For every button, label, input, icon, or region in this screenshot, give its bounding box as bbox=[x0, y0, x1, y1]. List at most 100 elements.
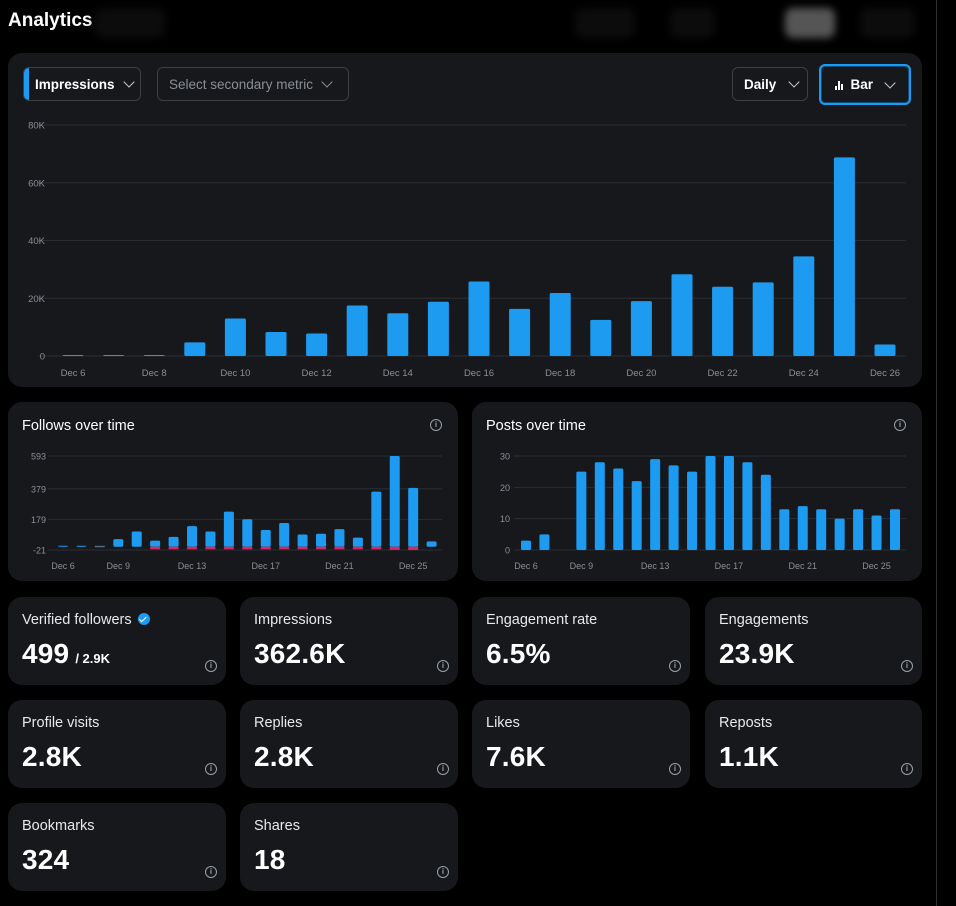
bar bbox=[113, 539, 124, 547]
y-tick-label: 20 bbox=[500, 483, 510, 493]
bar bbox=[279, 523, 290, 547]
info-icon[interactable]: i bbox=[894, 419, 906, 431]
bar bbox=[242, 519, 253, 547]
stat-value: 499 / 2.9K bbox=[22, 638, 110, 670]
chart-type-dropdown[interactable]: Bar bbox=[819, 64, 911, 105]
negative-bar bbox=[316, 546, 327, 550]
bar bbox=[94, 545, 105, 548]
y-tick-label: 593 bbox=[31, 452, 46, 462]
stat-label: Bookmarks bbox=[22, 818, 95, 834]
bar bbox=[834, 518, 845, 550]
stat-card-replies: Replies 2.8K i bbox=[240, 700, 458, 788]
negative-bar bbox=[297, 546, 308, 550]
bar bbox=[427, 301, 449, 356]
negative-bar bbox=[352, 546, 363, 550]
bar bbox=[187, 526, 198, 547]
negative-bar bbox=[150, 546, 161, 550]
info-icon[interactable]: i bbox=[669, 763, 681, 775]
y-tick-label: 80K bbox=[28, 121, 46, 132]
bar bbox=[779, 509, 790, 550]
info-icon[interactable]: i bbox=[437, 660, 449, 672]
negative-bar bbox=[260, 546, 271, 550]
x-tick-label: Dec 9 bbox=[570, 561, 594, 571]
negative-bar bbox=[242, 546, 253, 550]
bar bbox=[103, 355, 125, 356]
x-tick-label: Dec 22 bbox=[708, 368, 738, 379]
posts-chart-card: Posts over time i 0 10 20 30 Dec 6 Dec 9 Dec 1… bbox=[472, 402, 922, 581]
posts-bar-chart: 0 10 20 30 Dec 6 Dec 9 Dec 13 Dec 17 Dec 21 Dec 2… bbox=[500, 452, 906, 571]
impressions-chart-card: Impressions Select secondary metric Dail… bbox=[8, 53, 922, 387]
negative-bar bbox=[223, 546, 234, 550]
blurred-header-item bbox=[860, 8, 915, 38]
right-border bbox=[936, 0, 937, 906]
bar bbox=[712, 286, 734, 356]
secondary-metric-dropdown[interactable]: Select secondary metric bbox=[157, 67, 349, 101]
bar bbox=[671, 274, 693, 356]
blurred-header-item bbox=[575, 8, 635, 38]
x-tick-label: Dec 26 bbox=[870, 368, 900, 379]
x-tick-label: Dec 8 bbox=[142, 368, 167, 379]
info-icon[interactable]: i bbox=[205, 660, 217, 672]
page-title: Analytics bbox=[8, 10, 93, 31]
stat-label-text: Verified followers bbox=[22, 612, 132, 628]
follows-chart-title: Follows over time bbox=[22, 418, 135, 434]
stat-card-impressions: Impressions 362.6K i bbox=[240, 597, 458, 685]
bar bbox=[76, 545, 87, 547]
bar bbox=[306, 333, 328, 356]
bar bbox=[594, 462, 605, 550]
stat-label: Profile visits bbox=[22, 715, 100, 731]
x-tick-label: Dec 18 bbox=[545, 368, 575, 379]
bar bbox=[576, 471, 587, 550]
bar bbox=[631, 481, 642, 550]
metric-accent-bar bbox=[24, 68, 29, 100]
stat-value: 1.1K bbox=[719, 741, 779, 772]
bar bbox=[260, 529, 271, 547]
bar-chart-icon bbox=[835, 80, 843, 90]
bar bbox=[687, 471, 698, 550]
info-icon[interactable]: i bbox=[430, 419, 442, 431]
bar bbox=[224, 318, 246, 356]
x-tick-label: Dec 6 bbox=[514, 561, 538, 571]
primary-metric-label: Impressions bbox=[35, 76, 115, 92]
bar bbox=[205, 531, 216, 547]
bar bbox=[668, 465, 679, 550]
stat-label: Replies bbox=[254, 715, 303, 731]
bar bbox=[371, 491, 382, 547]
bar bbox=[613, 468, 624, 550]
bar bbox=[468, 281, 490, 356]
bar bbox=[316, 533, 327, 547]
verified-badge-icon bbox=[137, 613, 150, 625]
bar bbox=[334, 529, 345, 547]
bar bbox=[705, 456, 716, 550]
x-tick-label: Dec 14 bbox=[383, 368, 413, 379]
info-icon[interactable]: i bbox=[437, 866, 449, 878]
posts-chart-title: Posts over time bbox=[486, 418, 586, 434]
info-icon[interactable]: i bbox=[205, 866, 217, 878]
info-icon[interactable]: i bbox=[901, 763, 913, 775]
bar bbox=[521, 540, 531, 550]
y-tick-label: 179 bbox=[31, 515, 46, 525]
bar bbox=[742, 462, 753, 550]
info-icon[interactable]: i bbox=[205, 763, 217, 775]
bar bbox=[387, 313, 409, 356]
negative-bar bbox=[389, 546, 400, 550]
interval-dropdown[interactable]: Daily bbox=[732, 67, 808, 101]
negative-bar bbox=[334, 546, 345, 550]
secondary-metric-placeholder: Select secondary metric bbox=[169, 76, 314, 92]
stat-card-shares: Shares 18 i bbox=[240, 803, 458, 891]
info-icon[interactable]: i bbox=[437, 763, 449, 775]
info-icon[interactable]: i bbox=[669, 660, 681, 672]
bar bbox=[62, 355, 84, 356]
y-tick-label: 0 bbox=[40, 352, 45, 363]
y-tick-label: 30 bbox=[500, 452, 510, 462]
bar bbox=[539, 534, 550, 550]
follows-chart-card: Follows over time i -21 179 379 593 Dec 6 Dec… bbox=[8, 402, 458, 581]
primary-metric-dropdown[interactable]: Impressions bbox=[23, 67, 141, 101]
x-tick-label: Dec 20 bbox=[626, 368, 656, 379]
stat-value: 324 bbox=[22, 844, 70, 875]
info-icon[interactable]: i bbox=[901, 660, 913, 672]
stat-value: 7.6K bbox=[486, 741, 546, 772]
x-tick-label: Dec 10 bbox=[220, 368, 250, 379]
bar bbox=[853, 509, 864, 550]
stat-value: 23.9K bbox=[719, 638, 795, 669]
